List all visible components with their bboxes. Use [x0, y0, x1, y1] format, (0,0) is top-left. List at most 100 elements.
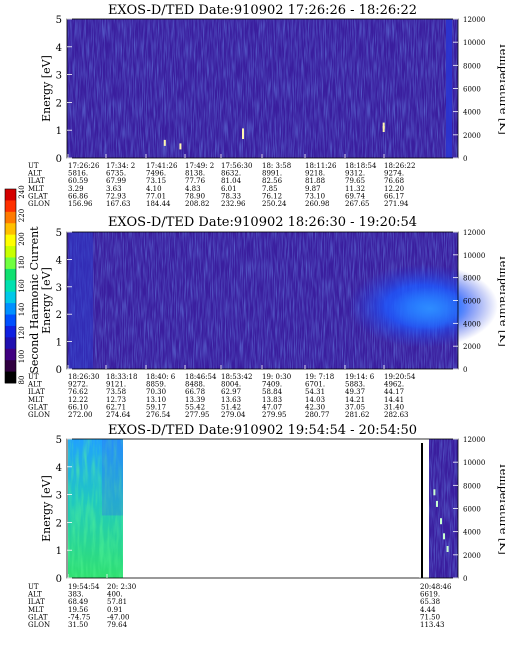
table-cell: 17:49: 2 — [185, 162, 214, 170]
heatmap-area — [67, 19, 458, 158]
table-cell: 11.32 — [345, 185, 365, 193]
y2-tick-label: 4000 — [463, 320, 481, 328]
table-cell: 73.10 — [305, 192, 325, 200]
table-cell: 9312. — [345, 170, 365, 178]
table-cell: 20: 2:30 — [107, 583, 136, 591]
table-cell: 6735. — [106, 170, 126, 178]
colorbar-tick-label: 140 — [18, 303, 26, 316]
y-tick-label: 5 — [56, 435, 62, 446]
table-cell: 383. — [68, 591, 84, 599]
table-cell: 81.88 — [305, 177, 325, 185]
colorbar-swatch — [5, 234, 16, 247]
y2-tick-label: 10000 — [463, 459, 485, 467]
table-cell: 184.44 — [146, 200, 171, 208]
table-row-label: ALT — [27, 591, 42, 599]
table-cell: 79.65 — [345, 177, 365, 185]
y2-tick-label: 4000 — [463, 109, 481, 117]
y-tick-label: 1 — [56, 126, 62, 137]
table-cell: 67.99 — [106, 177, 126, 185]
table-cell: 18:26:22 — [384, 162, 415, 170]
table-row-label: ILAT — [28, 598, 45, 606]
table-cell: 77.76 — [185, 177, 206, 185]
table-cell: -47.00 — [107, 613, 129, 621]
colorbar-tick-label: 220 — [18, 209, 26, 222]
table-cell: 279.04 — [221, 411, 246, 419]
table-cell: 17:34: 2 — [106, 162, 135, 170]
y-axis-label: Energy [eV] — [40, 267, 53, 334]
colorbar-swatch — [5, 303, 16, 315]
table-cell: 31.50 — [68, 621, 88, 629]
table-cell: 18:53:42 — [221, 373, 252, 381]
table-row-label: GLON — [28, 621, 50, 629]
table-cell: 6619. — [420, 591, 440, 599]
colorbar-swatch — [5, 337, 16, 350]
y2-tick-label: 8000 — [463, 482, 481, 490]
table-cell: 77.01 — [146, 192, 166, 200]
temperature-point — [382, 126, 385, 132]
table-cell: 7409. — [262, 381, 282, 389]
y2-tick-label: 4000 — [463, 529, 481, 537]
chart-title: EXOS-D/TED Date:910902 19:54:54 - 20:54:… — [108, 423, 417, 438]
table-cell: 17:41:26 — [146, 162, 178, 170]
y2-tick-label: 12000 — [463, 16, 485, 24]
table-row-label: UT — [28, 162, 39, 170]
table-cell: 18:33:18 — [106, 373, 137, 381]
colorbar-label: Second Harmonic Current — [28, 226, 41, 374]
table-cell: 18:11:26 — [305, 162, 337, 170]
colorbar-swatch — [5, 360, 16, 372]
table-cell: 9272. — [68, 381, 88, 389]
temperature-point — [179, 143, 182, 150]
heatmap-edge-band — [446, 19, 452, 158]
temperature-point — [163, 139, 166, 146]
table-cell: 8488. — [185, 381, 205, 389]
table-cell: 71.50 — [420, 613, 440, 621]
table-cell: 76.68 — [384, 177, 404, 185]
y-tick-label: 2 — [56, 518, 62, 529]
table-cell: 5883. — [345, 381, 365, 389]
table-row-label: ILAT — [28, 388, 45, 396]
y2-axis-label: Temperature [K] — [497, 254, 505, 346]
table-cell: 7496. — [146, 170, 166, 178]
data-gap-marker — [421, 443, 423, 578]
table-cell: 8138. — [185, 170, 205, 178]
colorbar-tick-label: 200 — [18, 232, 26, 245]
table-cell: 279.95 — [262, 411, 287, 419]
table-cell: 42.30 — [305, 403, 325, 411]
colorbar-frame — [4, 188, 17, 384]
y-tick-label: 0 — [56, 574, 62, 585]
y2-tick-label: 6000 — [463, 86, 481, 94]
colorbar-tick-label: 160 — [18, 279, 26, 292]
table-cell: 51.42 — [221, 403, 241, 411]
heatmap-edge-band — [102, 439, 123, 516]
table-cell: 260.98 — [305, 200, 330, 208]
table-cell: 12.20 — [384, 185, 404, 193]
table-cell: 13.39 — [185, 396, 205, 404]
table-cell: 31.40 — [384, 403, 404, 411]
table-row-label: GLON — [28, 200, 50, 208]
y2-tick-label: 0 — [463, 366, 467, 374]
table-cell: 277.95 — [185, 411, 210, 419]
table-cell: 47.07 — [262, 403, 282, 411]
heatmap-area — [67, 232, 498, 369]
y-tick-label: 1 — [56, 338, 62, 349]
panel-1: EXOS-D/TED Date:910902 17:26:26 - 18:26:… — [27, 3, 505, 208]
table-cell: 4962. — [384, 381, 404, 389]
table-cell: 68.49 — [68, 598, 88, 606]
table-cell: 70.30 — [146, 388, 166, 396]
y-tick-label: 2 — [56, 98, 62, 109]
table-cell: 276.54 — [146, 411, 171, 419]
table-cell: 274.64 — [106, 411, 131, 419]
table-cell: 13.10 — [146, 396, 166, 404]
table-cell: 14.21 — [345, 396, 365, 404]
heatmap-background — [67, 439, 458, 578]
table-cell: 18:40: 6 — [146, 373, 176, 381]
y-tick-label: 4 — [56, 255, 62, 266]
table-cell: 271.94 — [384, 200, 409, 208]
y-tick-label: 0 — [56, 365, 62, 376]
temperature-point — [446, 546, 449, 552]
table-row-label: ALT — [27, 170, 42, 178]
heatmap-texture — [68, 439, 123, 578]
table-cell: 6.01 — [221, 185, 237, 193]
table-cell: 267.65 — [345, 200, 370, 208]
table-cell: 14.03 — [305, 396, 325, 404]
